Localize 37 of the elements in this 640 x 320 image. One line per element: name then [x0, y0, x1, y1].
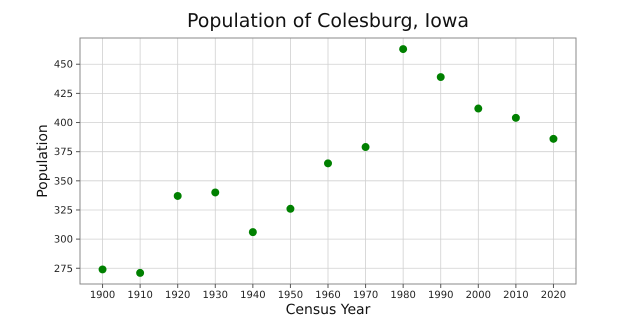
x-tick-label: 2020 — [540, 290, 566, 301]
y-tick-label: 300 — [54, 234, 73, 246]
point — [474, 104, 482, 113]
x-tick-label: 1930 — [202, 290, 228, 301]
point — [324, 159, 332, 168]
x-tick-label: 1970 — [352, 290, 378, 301]
point — [512, 114, 520, 122]
y-tick-label: 350 — [54, 176, 73, 188]
point — [286, 204, 294, 213]
point — [98, 265, 107, 274]
point — [362, 143, 370, 151]
x-tick-label: 1950 — [278, 290, 304, 301]
point — [399, 45, 408, 54]
point — [248, 228, 257, 236]
point — [436, 73, 445, 82]
x-tick-label: 1900 — [90, 290, 116, 301]
x-axis-title: Census Year — [286, 302, 371, 318]
y-tick-label: 425 — [54, 88, 73, 100]
x-tick-label: 1940 — [240, 290, 266, 301]
y-tick-label: 325 — [54, 205, 73, 216]
point — [549, 134, 558, 143]
x-tick-label: 1910 — [127, 290, 153, 301]
y-tick-label: 400 — [54, 118, 73, 130]
chart-title: Population of Colesburg, Iowa — [186, 10, 470, 32]
y-tick-label: 450 — [54, 60, 73, 71]
x-tick-label: 1980 — [390, 290, 416, 301]
point — [174, 192, 182, 200]
x-tick-label: 1920 — [164, 290, 190, 301]
y-tick-label: 275 — [54, 264, 73, 275]
point — [211, 188, 220, 196]
y-axis-title: Population — [35, 124, 51, 198]
x-tick-label: 1960 — [315, 290, 341, 301]
x-tick-label: 2010 — [503, 290, 529, 301]
x-tick-label: 1990 — [428, 290, 454, 301]
x-tick-label: 2000 — [466, 290, 492, 301]
point — [136, 268, 144, 277]
y-tick-label: 375 — [54, 147, 73, 158]
